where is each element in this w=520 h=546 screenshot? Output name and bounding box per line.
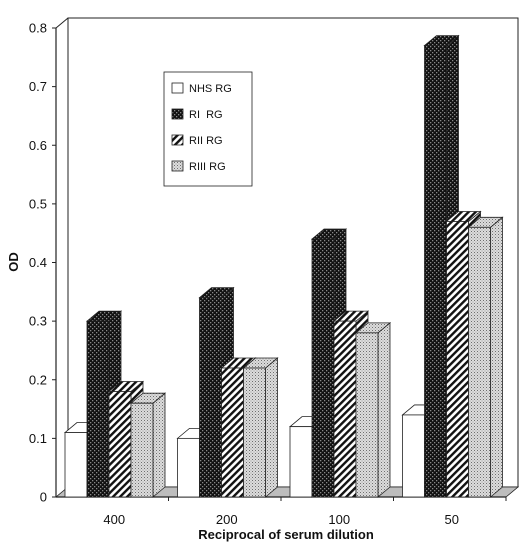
bar-front-face: [86, 320, 110, 498]
legend-label: NHS RG: [189, 83, 232, 95]
bar-front-face: [333, 320, 357, 498]
x-tick-label: 200: [216, 512, 238, 527]
y-tick-label: 0.8: [29, 21, 47, 36]
x-tick-label: 50: [445, 512, 459, 527]
legend-swatch: [171, 82, 184, 94]
bar-riii-rg-400: [129, 392, 167, 498]
bar-side-face: [490, 216, 503, 498]
legend-label: RI RG: [189, 109, 223, 121]
x-tick-label: 100: [328, 512, 350, 527]
side-wall-top-edge: [55, 17, 69, 29]
bar-side-face: [152, 392, 166, 498]
y-tick-label: 0: [40, 490, 47, 505]
bar-front-face: [355, 332, 379, 498]
legend-swatch: [171, 108, 184, 120]
bar-front-face: [177, 437, 200, 498]
bar-front-face: [446, 221, 469, 498]
bar-riii-rg-50: [467, 216, 504, 498]
y-tick-label: 0.2: [29, 372, 47, 387]
y-axis-title: OD: [6, 252, 21, 272]
legend: NHS RG RI RG RII RG RIII RG: [163, 71, 253, 187]
legend-label: RIII RG: [189, 161, 226, 173]
bar-side-face: [265, 357, 278, 498]
bar-riii-rg-100: [354, 321, 392, 498]
legend-label: RII RG: [189, 135, 223, 147]
bar-riii-rg-200: [242, 357, 279, 498]
x-tick-label: 400: [103, 512, 125, 527]
legend-swatch: [171, 134, 184, 146]
x-axis-title: Reciprocal of serum dilution: [198, 527, 374, 542]
bar-front-face: [243, 367, 266, 498]
bar-front-face: [199, 297, 222, 498]
y-axis-ticks: 0 0.1 0.2 0.3 0.4 0.5 0.6 0.7 0.8: [29, 21, 56, 505]
y-tick-label: 0.3: [29, 314, 47, 329]
bar-front-face: [64, 432, 88, 498]
y-tick-label: 0.4: [29, 255, 47, 270]
y-tick-label: 0.6: [29, 138, 47, 153]
bar-front-face: [424, 45, 447, 498]
y-tick-label: 0.5: [29, 196, 47, 211]
bar-front-face: [468, 226, 491, 498]
bar-front-face: [289, 426, 313, 498]
legend-swatch: [171, 160, 184, 172]
y-tick-label: 0.7: [29, 79, 47, 94]
x-axis-ticks: 400 200 100 50: [103, 497, 507, 527]
bars-group: [63, 34, 504, 498]
bar-front-face: [311, 238, 335, 498]
bar-front-face: [130, 402, 154, 498]
bar-side-face: [377, 321, 391, 498]
bar-front-face: [402, 414, 425, 498]
bar-front-face: [108, 391, 132, 498]
bar-front-face: [221, 367, 244, 498]
y-tick-label: 0.1: [29, 431, 47, 446]
